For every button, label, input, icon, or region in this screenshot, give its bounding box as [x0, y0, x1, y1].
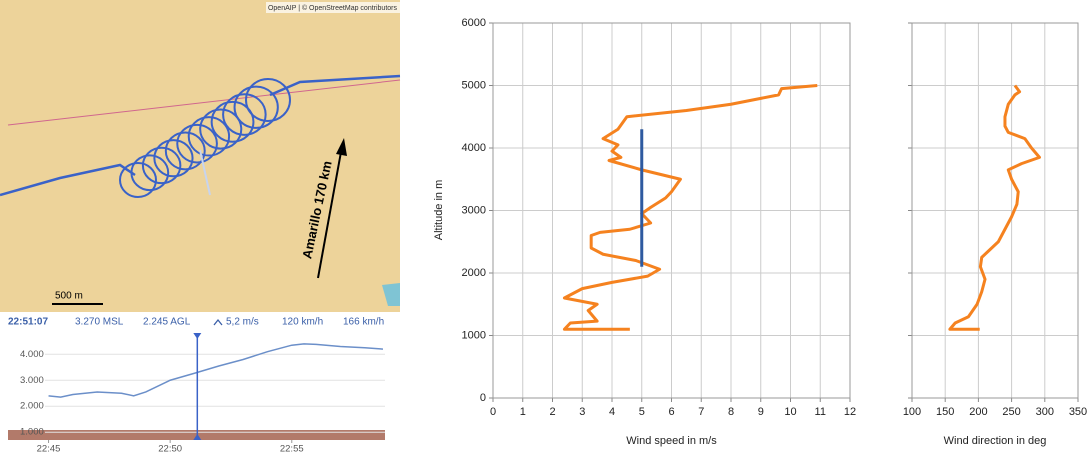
arrow-head — [336, 138, 347, 156]
x-tick-label: 6 — [668, 406, 674, 418]
x-tick-label: 200 — [969, 406, 987, 418]
x-tick-label: 350 — [1069, 406, 1087, 418]
x-tick-label: 8 — [728, 406, 734, 418]
plot-frame — [492, 22, 851, 399]
x-tick-label: 22:50 — [158, 444, 182, 455]
info-vario: 5,2 m/s — [226, 317, 259, 328]
vario-icon — [213, 318, 223, 326]
thermal-circle — [130, 154, 170, 192]
y-axis-label: Altitude in m — [433, 180, 445, 241]
map: Amarillo 170 km OpenAIP | © OpenStreetMa… — [0, 0, 401, 312]
x-tick-label: 300 — [1036, 406, 1054, 418]
flight-track — [0, 74, 401, 197]
thermal-circle — [187, 116, 231, 157]
x-axis-label: Wind speed in m/s — [626, 435, 717, 447]
y-tick-label: 1.000 — [20, 427, 44, 438]
x-tick-label: 9 — [758, 406, 764, 418]
thermal-circle — [164, 131, 206, 171]
x-tick-label: 3 — [579, 406, 585, 418]
x-tick-label: 150 — [936, 406, 954, 418]
y-tick-label: 3.000 — [20, 375, 44, 386]
x-tick-label: 250 — [1002, 406, 1020, 418]
x-tick-label: 100 — [903, 406, 921, 418]
x-tick-label: 2 — [549, 406, 555, 418]
info-msl: 3.270 MSL — [75, 317, 124, 328]
airspace-line — [7, 79, 401, 126]
thermal-circle — [119, 162, 157, 198]
y-tick-label: 3000 — [462, 204, 486, 216]
thermal-circle — [176, 123, 218, 164]
y-tick-label: 2.000 — [20, 401, 44, 412]
profile-line — [948, 84, 1041, 331]
thermal-circle — [222, 93, 267, 136]
x-axis-label: Wind direction in deg — [944, 435, 1047, 447]
x-tick-label: 10 — [784, 406, 796, 418]
y-tick-label: 2000 — [462, 267, 486, 279]
y-tick-label: 4.000 — [20, 349, 44, 360]
x-tick-label: 22:45 — [37, 444, 61, 455]
cursor-top — [193, 333, 202, 339]
scale-label: 500 m — [55, 291, 83, 302]
terrain — [8, 430, 385, 440]
y-tick-label: 4000 — [462, 142, 486, 154]
thermal-circle — [233, 85, 279, 129]
altitude-line — [48, 343, 384, 398]
thermal-circle — [245, 78, 291, 122]
x-tick-label: 11 — [815, 406, 826, 418]
thermal-circles — [119, 78, 291, 198]
thermal-circle — [199, 108, 243, 150]
info-agl: 2.245 AGL — [143, 317, 191, 328]
info-time: 22:51:07 — [8, 317, 48, 328]
y-tick-label: 0 — [480, 392, 486, 404]
thermal-circle — [210, 100, 255, 143]
flight-info: 22:51:07 3.270 MSL 2.245 AGL 5,2 m/s 120… — [8, 317, 384, 328]
x-tick-label: 0 — [490, 406, 496, 418]
y-tick-label: 6000 — [462, 17, 486, 29]
info-wind-speed: 166 km/h — [343, 317, 384, 328]
water-area — [382, 283, 400, 306]
cursor-bottom — [193, 434, 202, 440]
direction-arrow — [317, 151, 342, 279]
map-background — [0, 0, 400, 312]
thermal-circle — [141, 146, 182, 185]
x-tick-label: 4 — [609, 406, 615, 418]
x-tick-label: 7 — [698, 406, 704, 418]
y-tick-label: 1000 — [462, 329, 486, 341]
info-ground-speed: 120 km/h — [282, 317, 323, 328]
y-tick-label: 5000 — [462, 79, 486, 91]
attribution: OpenAIP | © OpenStreetMap contributors — [268, 4, 398, 12]
x-tick-label: 12 — [844, 406, 856, 418]
profile-line — [562, 84, 818, 331]
wind-vector — [199, 149, 211, 196]
thermal-circle — [153, 139, 194, 178]
x-tick-label: 1 — [520, 406, 526, 418]
x-tick-label: 22:55 — [280, 444, 304, 455]
attribution-bg — [266, 2, 400, 13]
plot-frame — [911, 22, 1079, 399]
x-tick-label: 5 — [639, 406, 645, 418]
